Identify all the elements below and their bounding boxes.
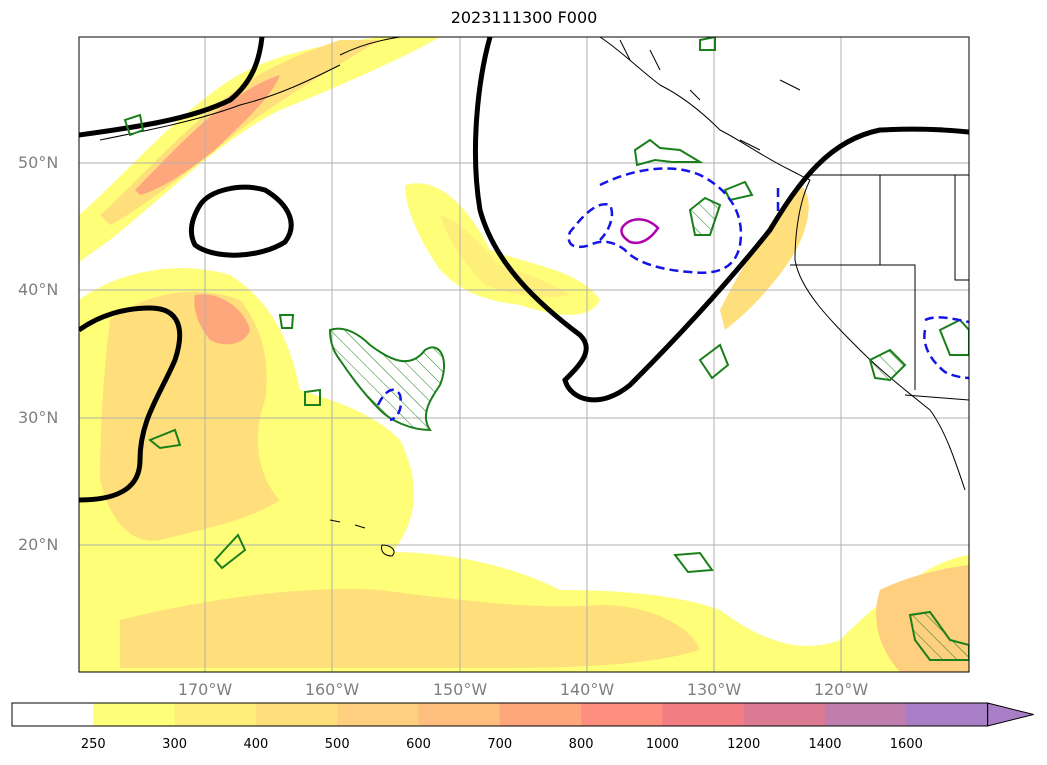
blue-contour-east <box>923 316 969 380</box>
colorbar-tick-label: 300 <box>162 737 188 752</box>
fill-coast-band <box>720 185 809 330</box>
coast-alaska <box>599 37 811 181</box>
green-small-8 <box>699 37 716 51</box>
green-small-7 <box>123 113 145 137</box>
blue-contour-small <box>376 388 403 422</box>
colorbar-tick-label: 250 <box>80 737 106 752</box>
blue-contour-large <box>567 167 743 274</box>
fill-mid-band <box>405 183 600 315</box>
green-small-3 <box>304 388 321 406</box>
colorbar-outline <box>11 702 989 727</box>
green-hatch-central <box>328 327 445 432</box>
lon-label-150w: 150°W <box>432 680 488 699</box>
green-small-2 <box>213 533 247 570</box>
colorbar-tick-label: 600 <box>406 737 431 752</box>
colorbar-segment <box>662 703 745 726</box>
green-small-6 <box>908 610 969 661</box>
fill-central-inner <box>100 291 280 541</box>
lat-label-40n: 40°N <box>18 280 59 299</box>
gridlines <box>79 37 969 672</box>
colorbar-tick-label: 400 <box>243 737 269 752</box>
map-title: 2023111300 F000 <box>450 8 598 27</box>
colorbar-tick-label: 1200 <box>727 737 761 752</box>
colorbar-tick-label: 1600 <box>889 737 923 752</box>
fill-mid-band-inner <box>440 215 570 297</box>
blue-contours <box>376 167 969 422</box>
fill-central-core <box>194 294 250 345</box>
colorbar-segment <box>255 703 338 726</box>
heavy-contour-trough <box>473 37 969 403</box>
green-small-5 <box>673 551 714 574</box>
lon-label-160w: 160°W <box>304 680 360 699</box>
green-coast-3 <box>868 348 907 382</box>
border-states-3 <box>954 175 969 281</box>
lat-label-50n: 50°N <box>18 153 59 172</box>
heavy-contours <box>79 37 969 503</box>
colorbar <box>11 702 1034 727</box>
colorbar-segment <box>174 703 257 726</box>
map-frame <box>78 36 970 673</box>
border-states-1 <box>790 264 916 390</box>
colorbar-extend-arrow <box>987 702 1034 727</box>
colorbar-segment <box>825 703 907 726</box>
colorbar-segment <box>12 703 94 726</box>
fill-band-nw-core <box>135 75 280 195</box>
border-mexico <box>904 394 969 401</box>
map-panel <box>79 37 969 672</box>
green-contours <box>123 37 969 661</box>
magenta-contour <box>620 218 660 245</box>
heavy-contour-closed-low <box>188 184 294 258</box>
green-ne-blob <box>633 138 704 167</box>
colorbar-segment <box>93 703 176 726</box>
colorbar-segment <box>337 703 419 726</box>
lat-label-30n: 30°N <box>18 408 59 427</box>
green-small-1 <box>148 428 182 450</box>
fill-south-inner <box>120 589 700 668</box>
colorbar-tick-label: 700 <box>487 737 513 752</box>
green-coast-2 <box>698 343 730 380</box>
colorbar-segment <box>906 703 989 726</box>
colorbar-segment <box>581 703 663 726</box>
lon-label-130w: 130°W <box>686 680 742 699</box>
colorbar-tick-label: 500 <box>324 737 350 752</box>
colorbar-segment <box>499 703 582 726</box>
colorbar-segment <box>418 703 501 726</box>
colorbar-segment <box>743 703 826 726</box>
colorbar-tick-label: 1000 <box>645 737 679 752</box>
coast-hawaii <box>329 519 395 557</box>
lon-label-170w: 170°W <box>177 680 233 699</box>
coast-alaska-pen <box>339 37 401 56</box>
colorbar-tick-label: 1400 <box>808 737 842 752</box>
lat-label-20n: 20°N <box>18 535 59 554</box>
green-coast-4 <box>938 318 969 356</box>
coast-westcoast <box>794 179 966 491</box>
colorbar-tick-label: 800 <box>568 737 594 752</box>
coastlines <box>99 37 969 557</box>
heavy-contour-west <box>79 305 183 503</box>
green-ne-small <box>688 196 722 236</box>
lon-label-120w: 120°W <box>813 680 869 699</box>
coast-islands-bc <box>619 39 801 151</box>
green-small-4 <box>278 314 295 329</box>
green-coast-1 <box>723 180 754 202</box>
heavy-contour-north <box>79 37 265 138</box>
lon-label-140w: 140°W <box>559 680 615 699</box>
